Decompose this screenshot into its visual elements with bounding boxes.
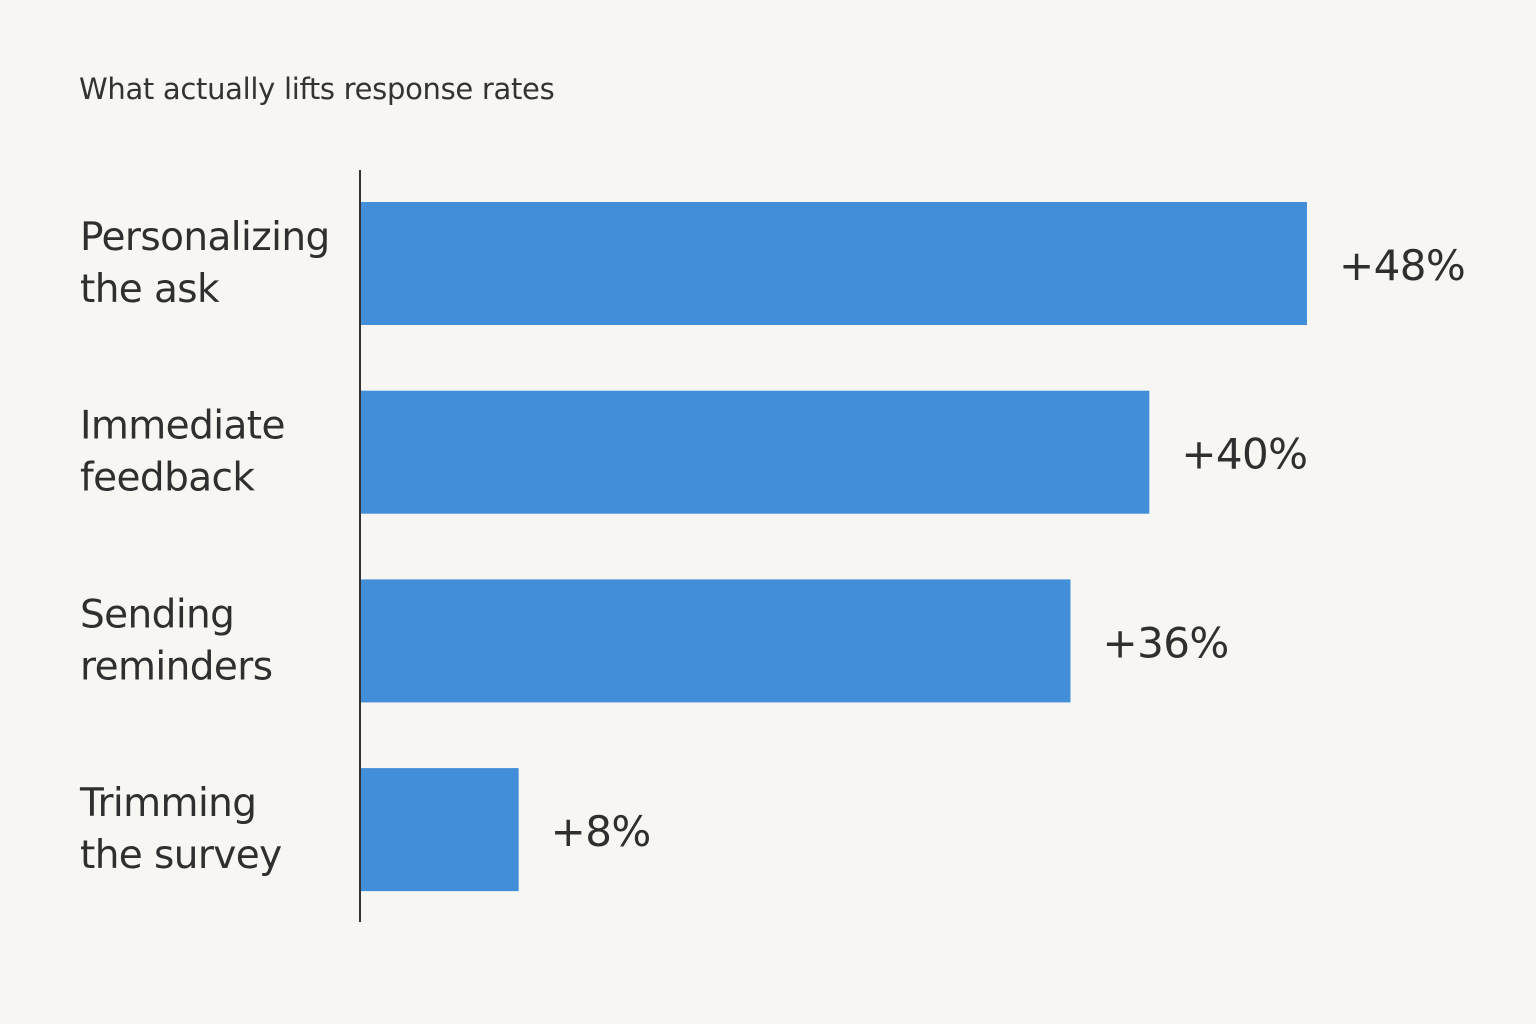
category-label-line: the ask [80, 267, 220, 312]
category-label: Sending reminders [80, 592, 272, 689]
category-label-line: feedback [80, 456, 255, 501]
category-label: Trimming the survey [79, 781, 282, 878]
category-label-line: Trimming [79, 781, 256, 826]
category-label: Immediate feedback [80, 404, 285, 501]
bars-layer [361, 202, 1307, 892]
bar [361, 390, 1150, 514]
category-label-line: Immediate [80, 404, 285, 449]
value-label: +40% [1181, 430, 1307, 479]
bar [361, 202, 1307, 325]
category-label: Personalizing the ask [80, 215, 330, 312]
value-label: +36% [1103, 618, 1229, 667]
category-label-line: Personalizing [80, 215, 330, 260]
category-label-line: the survey [80, 833, 282, 878]
chart-title: What actually lifts response rates [79, 72, 555, 106]
category-label-line: Sending [80, 592, 234, 637]
bar [361, 768, 519, 892]
value-label: +48% [1339, 241, 1465, 290]
bar [361, 579, 1071, 703]
category-label-line: reminders [80, 644, 272, 689]
value-label: +8% [551, 807, 651, 856]
labels-layer: Personalizing the ask +48% Immediate feedbac… [79, 215, 1466, 878]
